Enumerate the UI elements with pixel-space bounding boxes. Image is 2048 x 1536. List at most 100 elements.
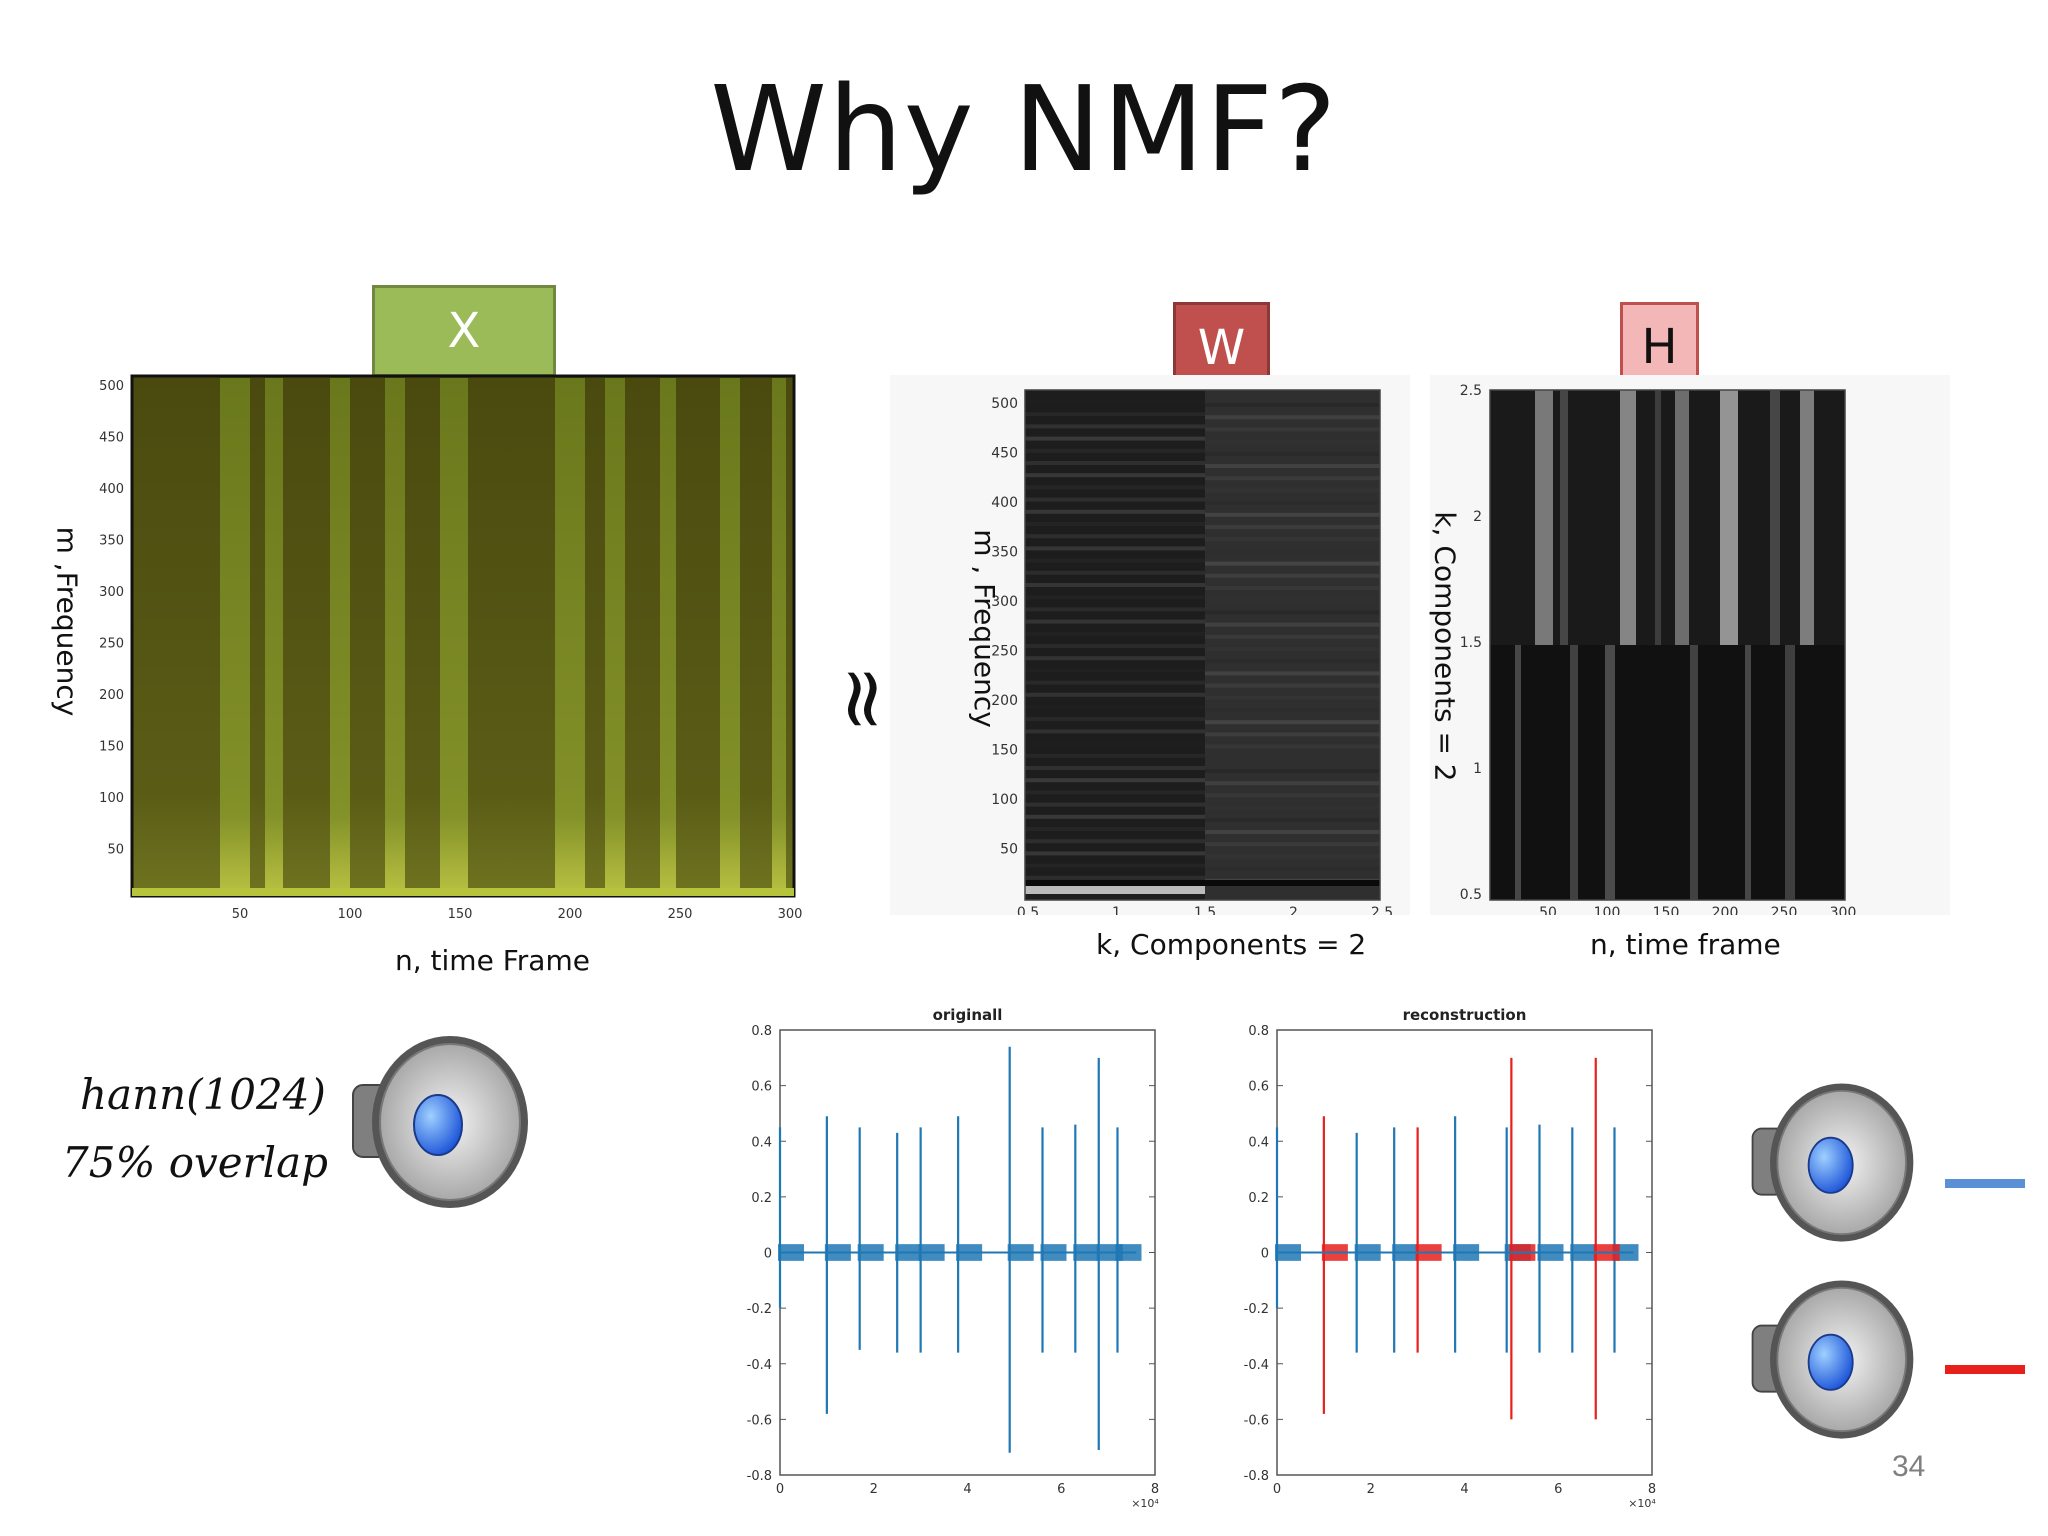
w-band [1205,476,1380,481]
w-matrix-plot: 500 450 400 350 300 250 200 150 100 50 0.5 1 1.5 2 2.… [890,375,1410,915]
spectrogram-band [772,378,786,894]
w-band [1205,549,1380,554]
ytick-label: 0.4 [751,1135,772,1150]
w-xtick-label: 1.5 [1194,905,1216,915]
w-band [1025,644,1205,648]
w-band [1205,720,1380,725]
h-stripe [1560,390,1568,645]
x-ytick-label: 300 [99,585,124,600]
x-xtick-label: 200 [558,907,583,922]
spectrogram-band [720,378,740,894]
h-stripe [1515,645,1521,900]
h-stripe [1745,645,1751,900]
ytick-label: 0.4 [1248,1135,1269,1150]
ytick-label: -0.2 [747,1302,772,1317]
w-band [1025,802,1205,807]
w-band [1205,537,1380,542]
w-band [1025,619,1205,624]
ytick-label: 0 [764,1247,772,1262]
h-xlabel: n, time frame [1590,928,1781,961]
ytick-label: -0.4 [1244,1358,1269,1373]
w-band [1025,558,1205,563]
w-ytick-label: 350 [991,545,1018,561]
chart-title: originall [933,1006,1003,1024]
w-xtick-label: 2.5 [1371,905,1393,915]
h-stripe [1535,390,1553,645]
w-band [1205,781,1380,786]
h-ylabel: k, Components = 2 [1428,511,1462,782]
w-band [1025,875,1205,880]
w-band [1205,622,1380,627]
xtick-label: 6 [1554,1482,1562,1497]
w-ytick-label: 50 [1000,842,1018,858]
x-spectrogram: 500 450 400 350 300 250 200 150 100 50 50 100 150 20… [99,374,802,922]
w-band [1205,403,1380,407]
w-band [1205,695,1380,700]
w-band [1025,827,1205,831]
w-band [1205,500,1380,505]
w-band [1025,692,1205,697]
w-band [1025,448,1205,453]
ytick-label: 0.2 [751,1191,772,1206]
x-ytick-label: 350 [99,534,124,549]
w-band [1205,451,1380,456]
spectrogram-band [385,378,405,894]
w-band [1205,769,1380,773]
w-ytick-label: 300 [991,594,1018,610]
w-band [1025,534,1205,539]
w-band [1205,793,1380,798]
x-xtick-label: 100 [338,907,363,922]
w-band [1205,708,1380,712]
w-band [1025,839,1205,844]
h-matrix-plot: 2.5 2 1.5 1 0.5 50 100 150 200 250 300 [1430,375,1950,915]
w-band [1025,766,1205,770]
w-band [1025,778,1205,783]
x-ytick-label: 500 [99,379,124,394]
w-xtick-label: 0.5 [1017,905,1039,915]
x-xtick-label: 150 [448,907,473,922]
w-band [1205,744,1380,749]
w-band [1025,705,1205,709]
w-band [1025,546,1205,551]
h-stripe [1720,390,1738,645]
w-band [1205,586,1380,590]
w-ytick-label: 250 [991,644,1018,660]
speaker-icon[interactable] [345,1030,535,1215]
xtick-label: 0 [776,1482,784,1497]
ytick-label: 0 [1261,1247,1269,1262]
h-ytick-label: 2 [1473,509,1482,525]
h-xtick-label: 300 [1830,905,1857,915]
w-band [1025,400,1205,404]
w-band [1025,497,1205,502]
h-stripe [1690,645,1698,900]
w-ytick-label: 200 [991,693,1018,709]
w-band [1205,573,1380,578]
w-band [1205,830,1380,834]
w-ytick-label: 450 [991,446,1018,462]
w-band [1025,668,1205,673]
h-stripe [1655,390,1661,645]
w-band [1025,851,1205,856]
xtick-label: 0 [1273,1482,1281,1497]
x-ytick-label: 400 [99,482,124,497]
ytick-label: -0.8 [747,1469,772,1484]
speaker-icon[interactable] [1745,1275,1920,1445]
ytick-label: 0.8 [751,1024,772,1039]
w-band [1205,512,1380,517]
w-ytick-label: 500 [991,396,1018,412]
w-band [1205,756,1380,761]
w-band [1025,522,1205,526]
w-band [1205,683,1380,688]
speaker-icon[interactable] [1745,1078,1920,1248]
formula-window: hann(1024) [80,1070,326,1119]
w-band [1025,680,1205,685]
ytick-label: -0.6 [747,1413,772,1428]
w-band [1205,598,1380,603]
w-band [1205,805,1380,810]
h-stripe [1620,390,1636,645]
h-xtick-label: 100 [1594,905,1621,915]
xtick-label: 6 [1057,1482,1065,1497]
ytick-label: -0.8 [1244,1469,1269,1484]
w-band [1025,729,1205,734]
ytick-label: 0.8 [1248,1024,1269,1039]
